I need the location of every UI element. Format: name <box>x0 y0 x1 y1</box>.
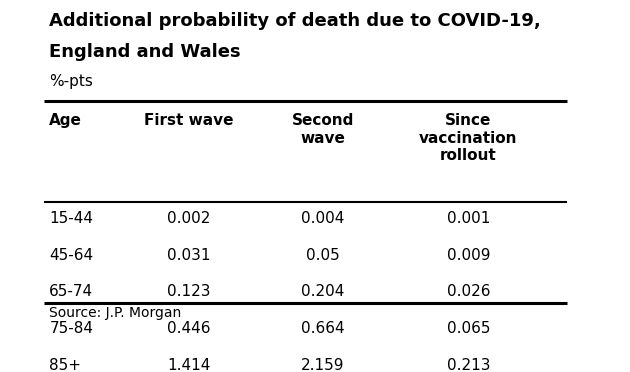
Text: 0.664: 0.664 <box>301 321 345 336</box>
Text: 0.026: 0.026 <box>447 284 490 299</box>
Text: Age: Age <box>49 113 82 128</box>
Text: Additional probability of death due to COVID-19,: Additional probability of death due to C… <box>49 12 541 30</box>
Text: 0.204: 0.204 <box>301 284 345 299</box>
Text: Source: J.P. Morgan: Source: J.P. Morgan <box>49 306 181 320</box>
Text: 0.446: 0.446 <box>167 321 210 336</box>
Text: Second
wave: Second wave <box>292 113 354 145</box>
Text: 75-84: 75-84 <box>49 321 93 336</box>
Text: 1.414: 1.414 <box>168 357 210 372</box>
Text: 15-44: 15-44 <box>49 211 93 226</box>
Text: 0.004: 0.004 <box>301 211 345 226</box>
Text: 0.065: 0.065 <box>447 321 490 336</box>
Text: 0.031: 0.031 <box>167 248 210 263</box>
Text: England and Wales: England and Wales <box>49 43 241 61</box>
Text: 0.123: 0.123 <box>167 284 210 299</box>
Text: 0.009: 0.009 <box>447 248 490 263</box>
Text: 45-64: 45-64 <box>49 248 93 263</box>
Text: First wave: First wave <box>144 113 234 128</box>
Text: 0.002: 0.002 <box>168 211 210 226</box>
Text: 65-74: 65-74 <box>49 284 93 299</box>
Text: %-pts: %-pts <box>49 74 93 89</box>
Text: 0.001: 0.001 <box>447 211 490 226</box>
Text: 0.05: 0.05 <box>306 248 340 263</box>
Text: 0.213: 0.213 <box>447 357 490 372</box>
Text: 2.159: 2.159 <box>301 357 345 372</box>
Text: 85+: 85+ <box>49 357 81 372</box>
Text: Since
vaccination
rollout: Since vaccination rollout <box>419 113 517 163</box>
